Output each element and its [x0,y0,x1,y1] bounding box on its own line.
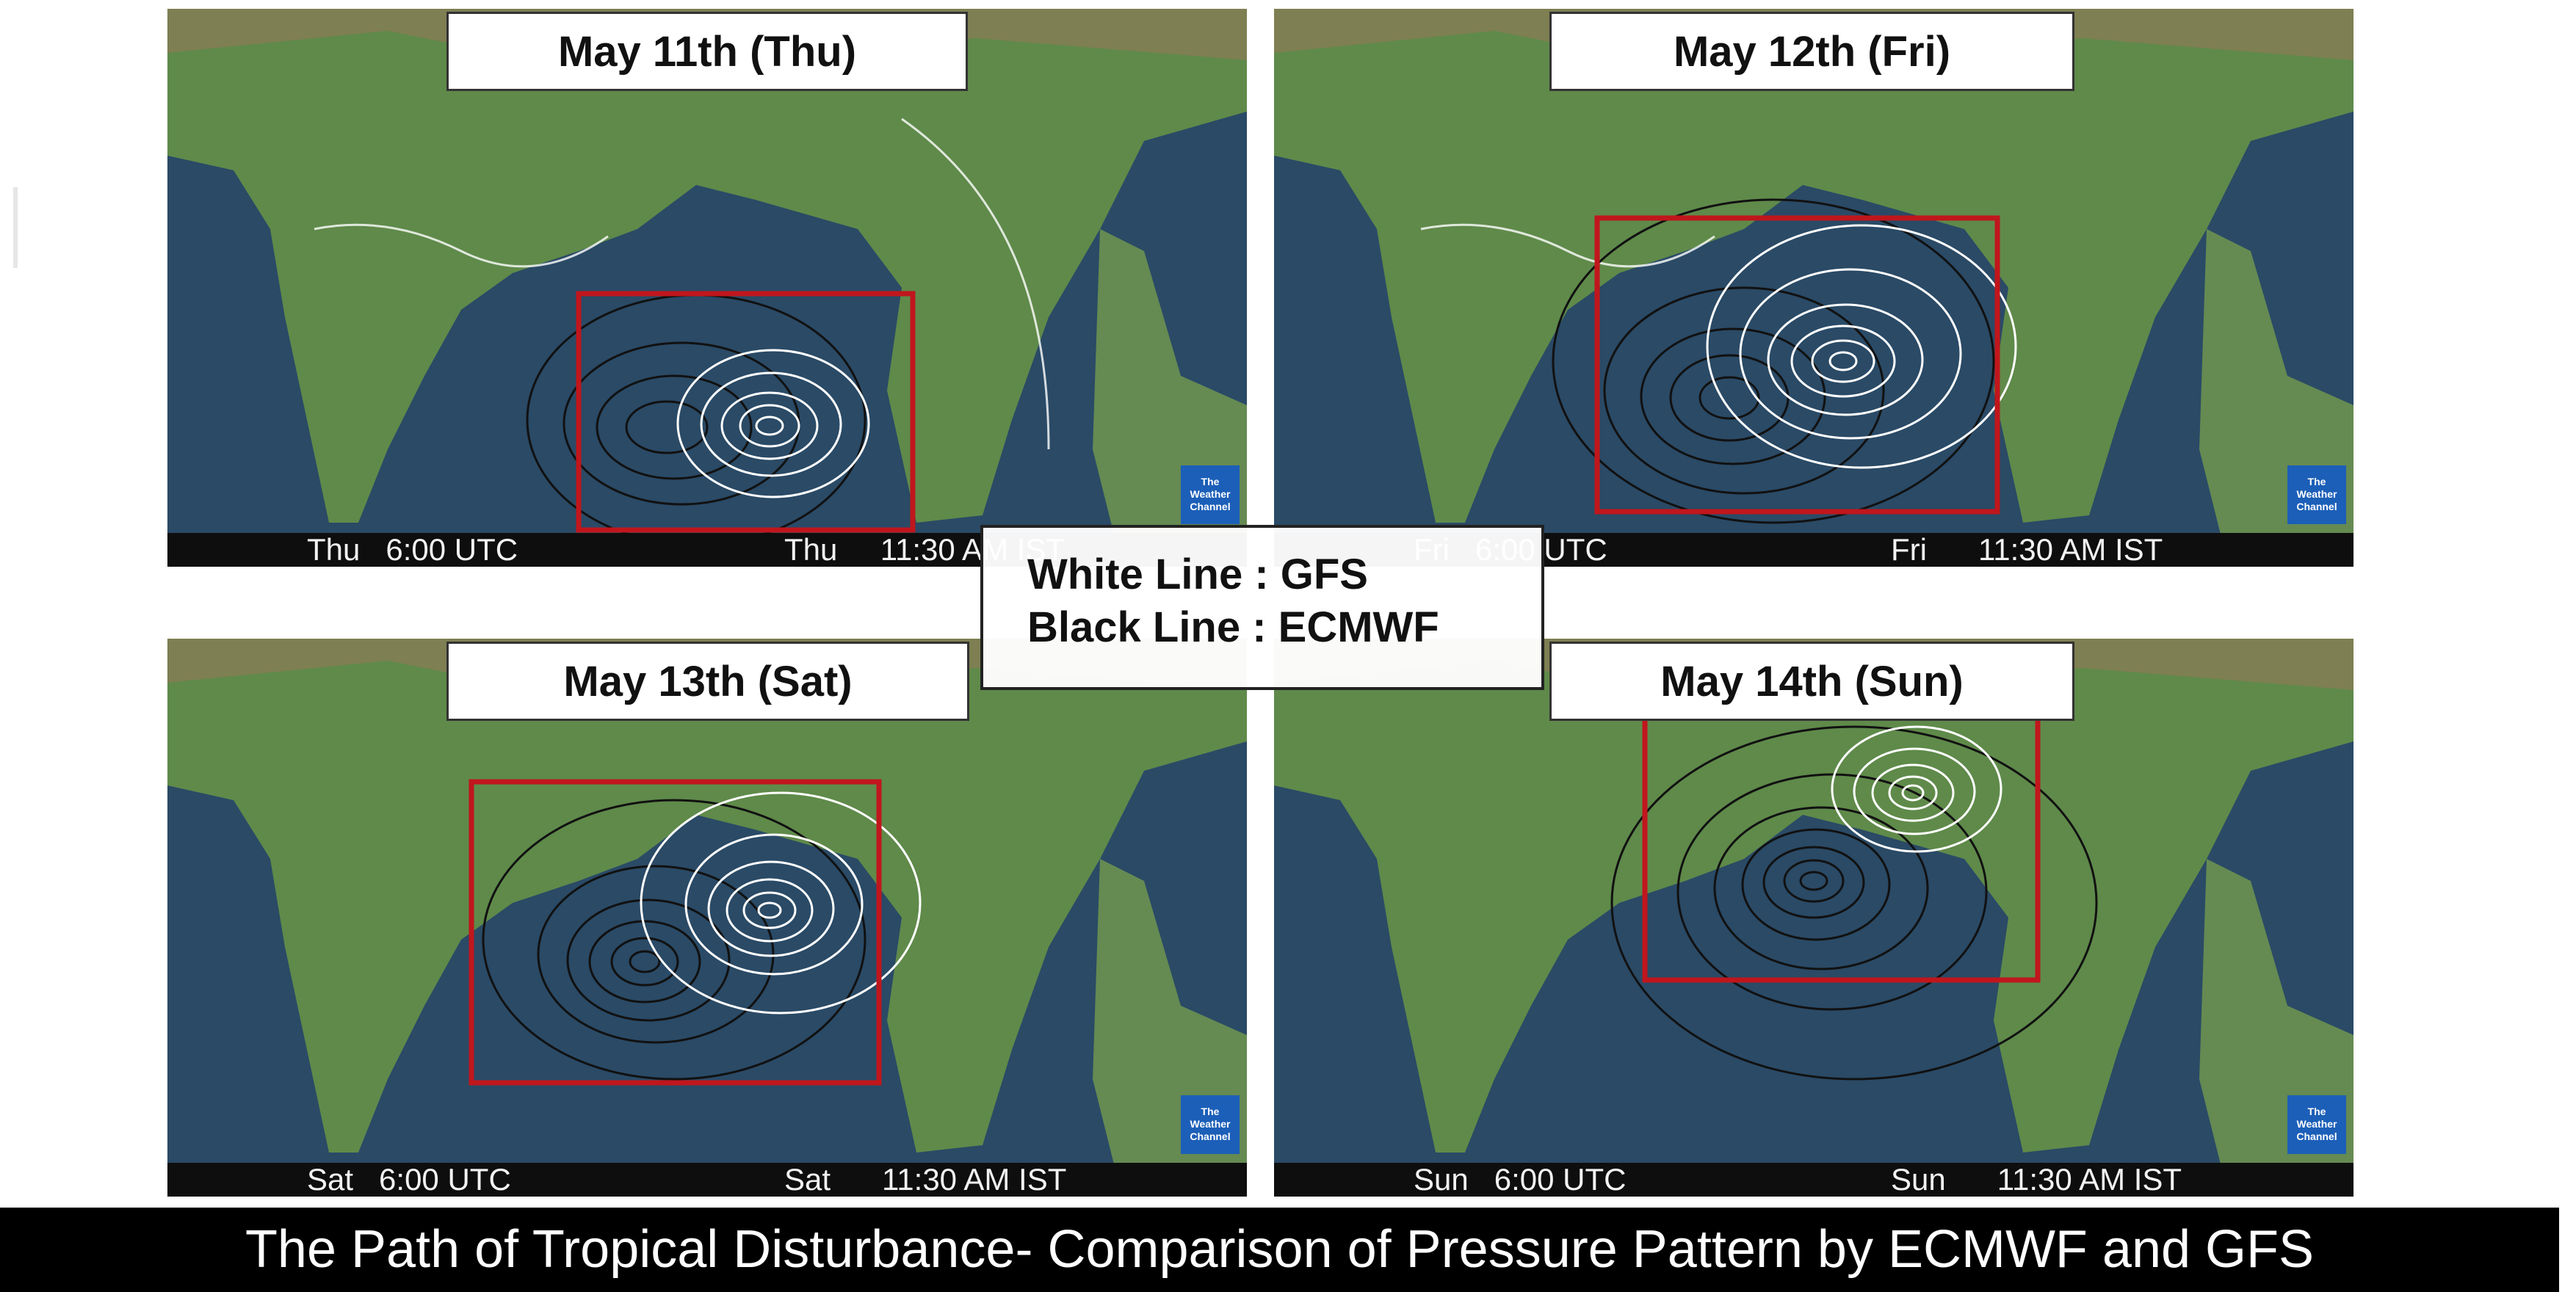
footer-utc-time: Sun 6:00 UTC [1414,1162,1627,1197]
footer-ist-time: Sat 11:30 AM IST [784,1162,1067,1197]
timestamp-bar: Sat 6:00 UTC Sat 11:30 AM IST [167,1163,1247,1197]
map-graphic [167,639,1247,1197]
footer-ist-time: Sun 11:30 AM IST [1891,1162,2182,1197]
panel-title: May 11th (Thu) [446,12,968,91]
map-panel-may-13: May 13th (Sat) The Weather Channel Sat 6… [167,639,1247,1197]
map-graphic [1274,639,2354,1197]
weather-channel-logo: The Weather Channel [1181,465,1240,524]
weather-channel-logo: The Weather Channel [2287,465,2346,524]
figure-caption: The Path of Tropical Disturbance- Compar… [0,1208,2559,1292]
legend-ecmwf-entry: Black Line : ECMWF [1027,603,1439,651]
timestamp-bar: Sun 6:00 UTC Sun 11:30 AM IST [1274,1163,2354,1197]
weather-channel-logo: The Weather Channel [1181,1095,1240,1154]
panel-title: May 14th (Sun) [1549,642,2074,721]
map-panel-may-14: May 14th (Sun) The Weather Channel Sun 6… [1274,639,2354,1197]
map-panel-may-12: May 12th (Fri) The Weather Channel Fri 6… [1274,9,2354,567]
weather-channel-logo: The Weather Channel [2287,1095,2346,1154]
panel-title: May 13th (Sat) [446,642,969,721]
panel-title: May 12th (Fri) [1549,12,2074,91]
footer-utc-time: Sat 6:00 UTC [307,1162,511,1197]
map-graphic [1274,9,2354,567]
footer-ist-time: Fri 11:30 AM IST [1891,532,2163,567]
map-graphic [167,9,1247,567]
side-marker [13,187,18,268]
map-panel-may-11: May 11th (Thu) The Weather Channel Thu 6… [167,9,1247,567]
legend-gfs-entry: White Line : GFS [1027,551,1368,598]
footer-utc-time: Thu 6:00 UTC [307,532,518,567]
model-legend: White Line : GFS Black Line : ECMWF [980,525,1544,690]
